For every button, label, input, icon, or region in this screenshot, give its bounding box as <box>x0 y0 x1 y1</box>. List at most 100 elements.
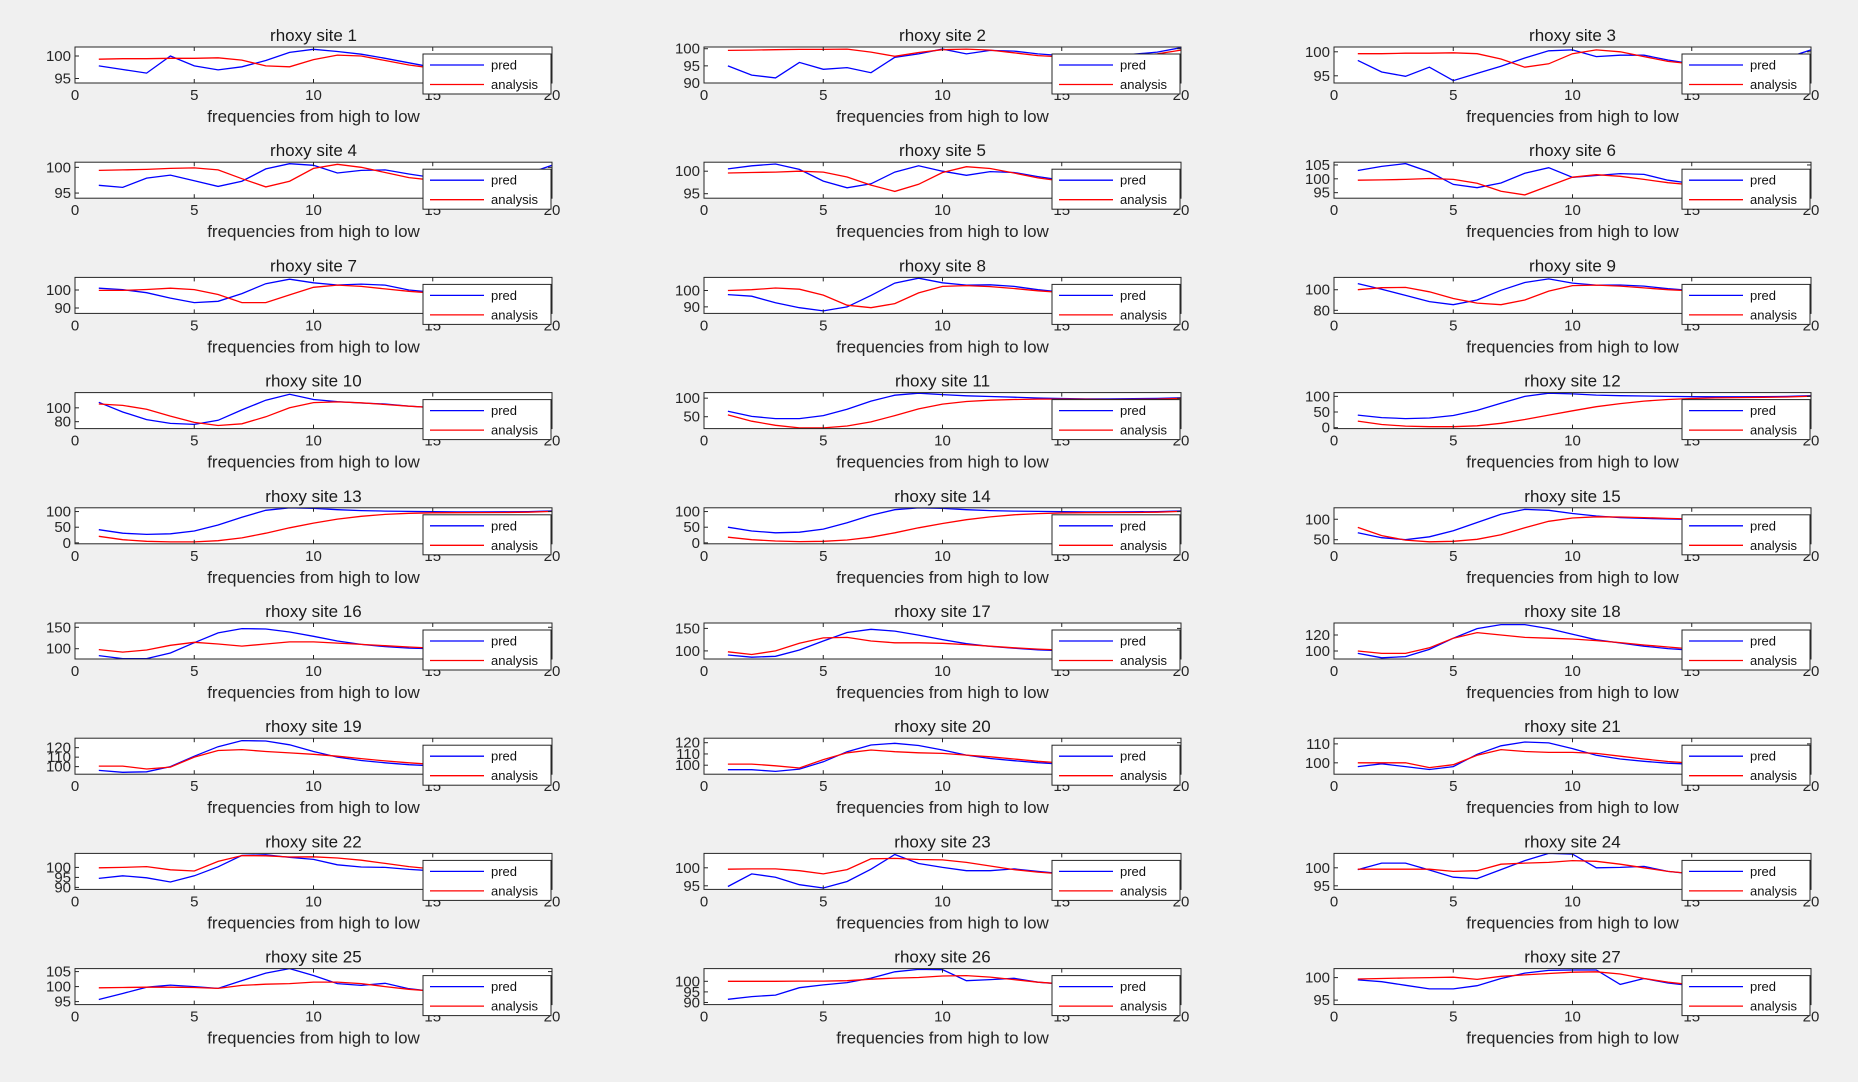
y-tick-label: 120 <box>675 735 700 752</box>
y-tick-label: 90 <box>54 300 71 317</box>
x-tick-label: 10 <box>1564 893 1581 910</box>
legend: pred analysis <box>1051 53 1181 95</box>
x-tick-label: 5 <box>1449 663 1457 680</box>
x-axis-label: frequencies from high to low <box>836 683 1049 702</box>
legend: pred analysis <box>422 744 552 786</box>
legend: pred analysis <box>1681 514 1811 556</box>
y-tick-label: 100 <box>675 41 700 58</box>
x-axis-label: frequencies from high to low <box>1466 1029 1679 1048</box>
x-tick-label: 10 <box>934 663 951 680</box>
series-line-analysis <box>727 510 1181 543</box>
x-tick-label: 5 <box>190 433 198 450</box>
series-line-pred <box>98 507 552 536</box>
legend-label-analysis: analysis <box>491 192 538 207</box>
legend-label-pred: pred <box>491 403 517 418</box>
legend-label-pred: pred <box>491 979 517 994</box>
x-tick-label: 5 <box>819 87 827 104</box>
legend: pred analysis <box>422 283 552 325</box>
subplot-title: rhoxy site 9 <box>1529 256 1616 275</box>
x-tick-label: 10 <box>305 202 322 219</box>
x-tick-label: 10 <box>305 1009 322 1026</box>
legend-label-analysis: analysis <box>1120 307 1167 322</box>
legend-label-pred: pred <box>1750 58 1776 73</box>
legend: pred analysis <box>1051 975 1181 1017</box>
legend-box <box>1681 168 1811 210</box>
x-tick-label: 0 <box>700 1009 708 1026</box>
x-tick-label: 5 <box>190 778 198 795</box>
legend: pred analysis <box>1681 975 1811 1017</box>
subplot-title: rhoxy site 25 <box>265 948 361 967</box>
legend: pred analysis <box>1681 744 1811 786</box>
y-tick-label: 100 <box>46 859 71 876</box>
y-tick-label: 100 <box>675 757 700 774</box>
legend-label-pred: pred <box>491 518 517 533</box>
x-tick-label: 0 <box>71 548 79 565</box>
legend-box <box>422 399 552 441</box>
legend-box <box>422 859 552 901</box>
y-tick-label: 100 <box>675 643 700 660</box>
x-tick-label: 10 <box>1564 1009 1581 1026</box>
y-tick-label: 100 <box>1305 511 1330 528</box>
subplot-title: rhoxy site 5 <box>899 141 986 160</box>
legend-box <box>422 514 552 556</box>
y-tick-label: 50 <box>683 409 700 426</box>
legend-label-analysis: analysis <box>1750 307 1797 322</box>
legend-box <box>422 168 552 210</box>
legend: pred analysis <box>1681 53 1811 95</box>
legend-label-analysis: analysis <box>491 653 538 668</box>
legend: pred analysis <box>1051 744 1181 786</box>
legend: pred analysis <box>422 514 552 556</box>
legend-label-pred: pred <box>1750 173 1776 188</box>
legend-box <box>1051 168 1181 210</box>
subplot-title: rhoxy site 7 <box>270 256 357 275</box>
y-tick-label: 90 <box>683 75 700 92</box>
legend-label-analysis: analysis <box>491 307 538 322</box>
x-tick-label: 5 <box>190 1009 198 1026</box>
x-tick-label: 10 <box>934 317 951 334</box>
y-tick-label: 95 <box>54 994 71 1011</box>
legend-box <box>1051 975 1181 1017</box>
y-tick-label: 100 <box>46 48 71 65</box>
legend-label-pred: pred <box>1120 864 1146 879</box>
y-tick-label: 105 <box>46 964 71 981</box>
subplot-title: rhoxy site 22 <box>265 832 361 851</box>
y-tick-label: 110 <box>1306 736 1330 753</box>
x-tick-label: 0 <box>71 1009 79 1026</box>
legend-label-pred: pred <box>1750 749 1776 764</box>
x-tick-label: 0 <box>71 202 79 219</box>
x-tick-label: 0 <box>71 433 79 450</box>
y-tick-label: 95 <box>1313 992 1330 1009</box>
x-tick-label: 0 <box>71 87 79 104</box>
legend-label-pred: pred <box>1750 634 1776 649</box>
legend-label-pred: pred <box>1750 864 1776 879</box>
series-line-pred <box>1357 392 1811 420</box>
x-tick-label: 0 <box>700 317 708 334</box>
subplot-title: rhoxy site 4 <box>270 141 357 160</box>
x-tick-label: 5 <box>1449 87 1457 104</box>
legend: pred analysis <box>422 168 552 210</box>
x-tick-label: 5 <box>819 202 827 219</box>
x-tick-label: 10 <box>305 433 322 450</box>
x-tick-label: 0 <box>1330 778 1338 795</box>
legend-label-analysis: analysis <box>491 999 538 1014</box>
y-tick-label: 90 <box>683 299 700 316</box>
legend-label-pred: pred <box>491 864 517 879</box>
y-tick-label: 95 <box>54 71 71 88</box>
x-tick-label: 0 <box>1330 1009 1338 1026</box>
subplot-title: rhoxy site 19 <box>265 717 361 736</box>
subplot-title: rhoxy site 20 <box>894 717 990 736</box>
x-axis-label: frequencies from high to low <box>1466 568 1679 587</box>
subplot-title: rhoxy site 12 <box>1524 372 1620 391</box>
y-tick-label: 0 <box>63 535 71 552</box>
y-tick-label: 95 <box>1313 185 1330 202</box>
subplot-title: rhoxy site 27 <box>1524 948 1620 967</box>
y-tick-label: 95 <box>683 878 700 895</box>
x-axis-label: frequencies from high to low <box>836 798 1049 817</box>
x-tick-label: 5 <box>190 317 198 334</box>
